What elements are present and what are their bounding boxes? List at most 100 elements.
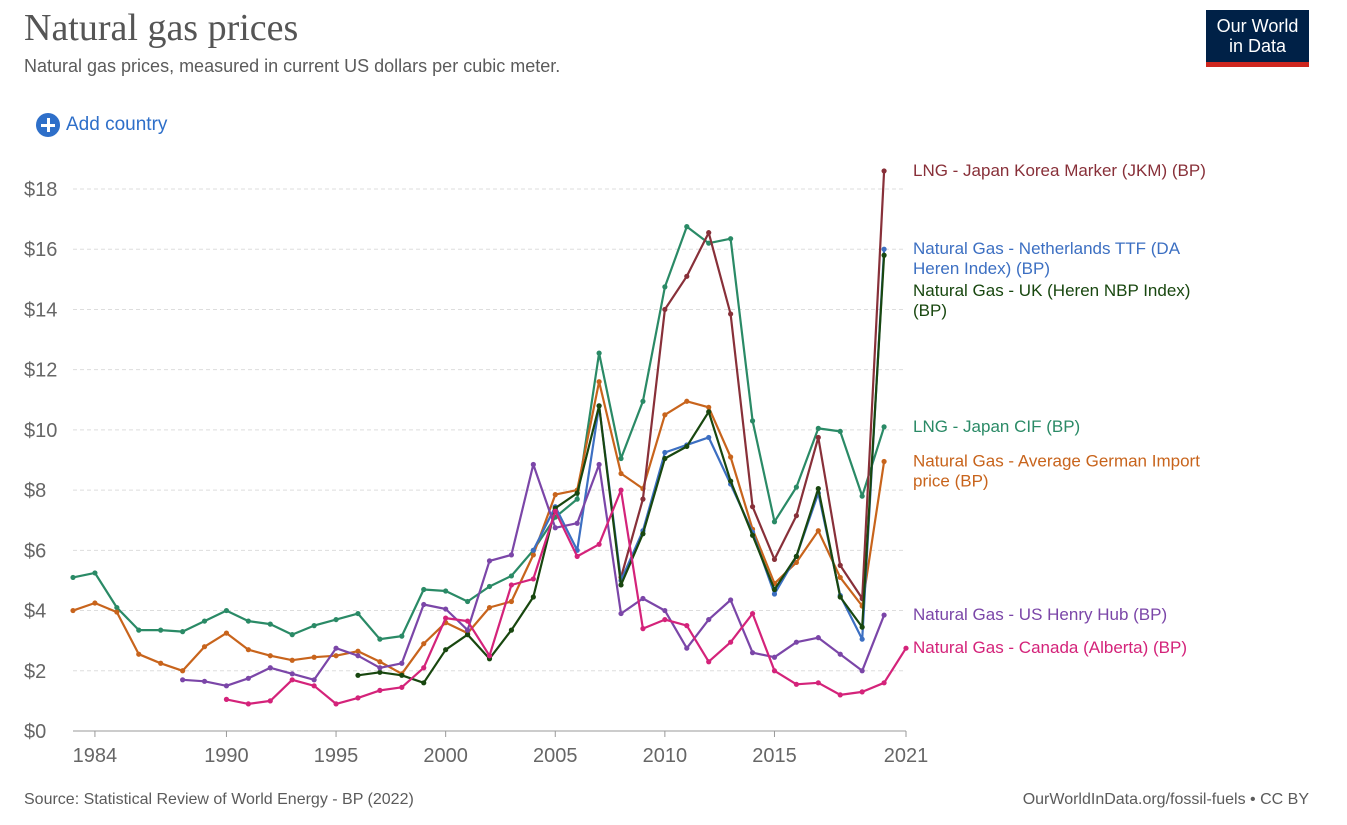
credit-link[interactable]: OurWorldInData.org/fossil-fuels • CC BY [1022, 791, 1309, 808]
data-point[interactable] [618, 470, 624, 477]
data-point[interactable] [333, 653, 339, 659]
data-point[interactable] [618, 610, 624, 617]
data-point[interactable] [486, 604, 493, 611]
data-point[interactable] [749, 418, 756, 424]
data-point[interactable] [881, 424, 887, 430]
data-point[interactable] [377, 669, 383, 675]
data-point[interactable] [399, 684, 405, 690]
data-point[interactable] [881, 168, 887, 174]
data-point[interactable] [596, 403, 602, 409]
data-point[interactable] [377, 665, 383, 671]
data-point[interactable] [443, 606, 449, 612]
data-point[interactable] [289, 677, 295, 683]
data-point[interactable] [399, 633, 405, 639]
data-point[interactable] [245, 675, 251, 681]
data-point[interactable] [399, 660, 405, 666]
data-point[interactable] [311, 623, 317, 629]
data-point[interactable] [815, 434, 821, 441]
data-point[interactable] [728, 236, 734, 242]
data-point[interactable] [552, 508, 558, 514]
data-point[interactable] [552, 525, 558, 531]
data-point[interactable] [793, 484, 799, 490]
data-point[interactable] [881, 458, 887, 465]
data-point[interactable] [421, 601, 427, 608]
data-point[interactable] [70, 607, 76, 614]
data-point[interactable] [530, 461, 536, 468]
data-point[interactable] [443, 588, 449, 594]
data-point[interactable] [92, 570, 98, 576]
data-point[interactable] [245, 701, 251, 707]
data-point[interactable] [706, 659, 712, 665]
data-point[interactable] [771, 654, 778, 660]
data-point[interactable] [289, 657, 295, 663]
data-point[interactable] [333, 701, 339, 707]
data-point[interactable] [355, 653, 361, 659]
data-point[interactable] [223, 696, 230, 702]
data-point[interactable] [377, 659, 383, 665]
data-point[interactable] [267, 665, 273, 671]
data-point[interactable] [486, 653, 493, 659]
data-point[interactable] [443, 615, 449, 621]
data-point[interactable] [793, 639, 799, 645]
data-point[interactable] [464, 627, 471, 633]
data-point[interactable] [728, 639, 734, 645]
data-point[interactable] [289, 632, 295, 638]
add-country-button[interactable]: Add country [36, 113, 167, 137]
data-point[interactable] [771, 586, 778, 593]
data-point[interactable] [881, 246, 887, 252]
data-point[interactable] [92, 600, 98, 606]
data-point[interactable] [640, 398, 646, 404]
data-point[interactable] [881, 680, 887, 686]
data-point[interactable] [837, 428, 843, 434]
series-lines[interactable] [70, 168, 909, 707]
data-point[interactable] [596, 379, 602, 385]
data-point[interactable] [684, 224, 690, 230]
data-point[interactable] [706, 230, 712, 236]
data-point[interactable] [728, 454, 734, 460]
data-point[interactable] [706, 404, 712, 410]
data-point[interactable] [333, 616, 339, 623]
data-point[interactable] [114, 609, 120, 615]
data-point[interactable] [771, 519, 778, 525]
data-point[interactable] [815, 680, 821, 686]
series-line[interactable] [226, 489, 907, 705]
data-point[interactable] [180, 677, 186, 683]
data-point[interactable] [486, 583, 493, 590]
data-point[interactable] [201, 618, 208, 624]
data-point[interactable] [267, 698, 273, 704]
data-point[interactable] [574, 490, 580, 496]
data-point[interactable] [443, 647, 449, 653]
data-point[interactable] [749, 610, 756, 617]
data-point[interactable] [793, 681, 799, 687]
data-point[interactable] [728, 478, 734, 484]
data-point[interactable] [749, 650, 756, 656]
data-point[interactable] [771, 668, 778, 674]
data-point[interactable] [662, 616, 668, 623]
data-point[interactable] [530, 594, 536, 600]
data-point[interactable] [640, 531, 646, 537]
data-point[interactable] [662, 449, 668, 456]
data-point[interactable] [793, 513, 799, 519]
data-point[interactable] [815, 528, 821, 534]
data-point[interactable] [508, 582, 515, 588]
data-point[interactable] [815, 635, 821, 641]
data-point[interactable] [267, 653, 273, 659]
data-point[interactable] [574, 553, 580, 559]
data-point[interactable] [464, 632, 471, 638]
data-point[interactable] [377, 687, 383, 693]
data-point[interactable] [180, 629, 186, 635]
data-point[interactable] [859, 493, 865, 499]
data-point[interactable] [859, 624, 865, 630]
data-point[interactable] [815, 425, 821, 431]
data-point[interactable] [793, 553, 799, 559]
data-point[interactable] [749, 504, 756, 510]
data-point[interactable] [530, 547, 536, 553]
data-point[interactable] [815, 486, 821, 492]
data-point[interactable] [859, 689, 865, 695]
data-point[interactable] [706, 434, 712, 441]
data-point[interactable] [530, 576, 536, 582]
data-point[interactable] [508, 573, 515, 579]
data-point[interactable] [421, 665, 427, 671]
data-point[interactable] [245, 647, 251, 653]
data-point[interactable] [662, 607, 668, 614]
